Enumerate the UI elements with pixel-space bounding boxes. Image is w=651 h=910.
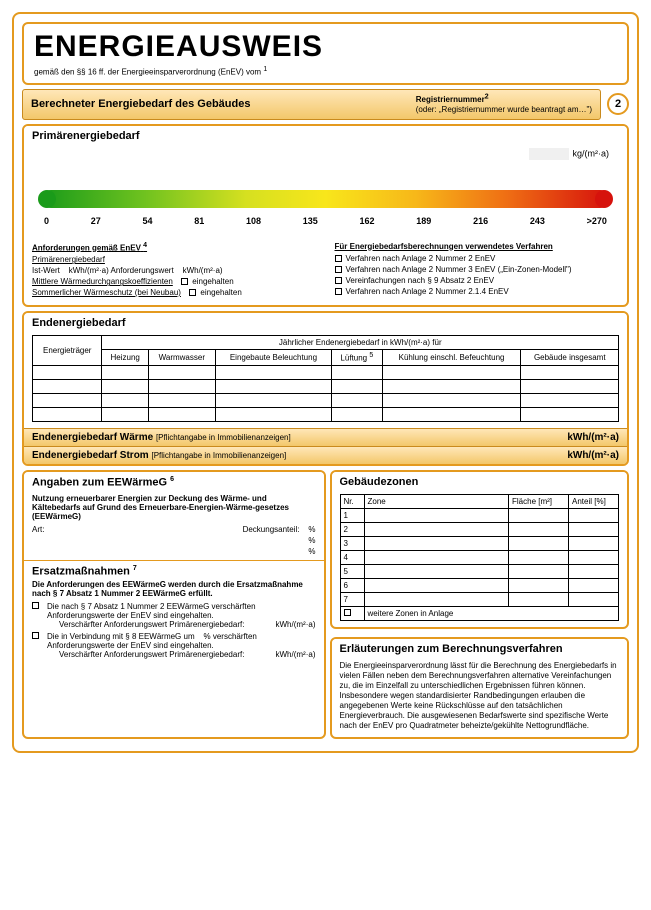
table-row: 4	[340, 550, 619, 564]
ersatz-title: Ersatzmaßnahmen 7	[32, 565, 316, 580]
eewg-intro: Nutzung erneuerbarer Energien zur Deckun…	[32, 494, 316, 521]
header-main: Berechneter Energiebedarf des Gebäudes	[31, 98, 250, 110]
separator	[24, 560, 324, 561]
page-frame: ENERGIEAUSWEIS gemäß den §§ 16 ff. der E…	[12, 12, 639, 753]
col-gesamt: Gebäude insgesamt	[521, 350, 619, 366]
tick: 81	[194, 216, 204, 226]
reg-label: Registriernummer	[416, 95, 485, 104]
col-kuehlung: Kühlung einschl. Befeuchtung	[382, 350, 521, 366]
table-row: 7	[340, 592, 619, 606]
proc-item: Vereinfachungen nach § 9 Absatz 2 EnEV	[335, 276, 620, 285]
table-row	[33, 393, 619, 407]
table-row	[33, 379, 619, 393]
col-warmwasser: Warmwasser	[148, 350, 215, 366]
title-block: ENERGIEAUSWEIS gemäß den §§ 16 ff. der E…	[22, 22, 629, 85]
zones-panel: Gebäudezonen Nr. Zone Fläche [m²] Anteil…	[330, 470, 630, 629]
table-row: 6	[340, 578, 619, 592]
col-energietraeger: Energieträger	[33, 336, 102, 366]
end-panel: Endenergiebedarf Energieträger Jährliche…	[22, 311, 629, 466]
table-row: 1	[340, 508, 619, 522]
reg-sup: 2	[485, 94, 489, 101]
doc-subtitle: gemäß den §§ 16 ff. der Energieeinsparve…	[34, 66, 617, 77]
erl-panel: Erläuterungen zum Berechnungsverfahren D…	[330, 637, 630, 739]
ersatz-intro: Die Anforderungen des EEWärmeG werden du…	[32, 580, 316, 598]
primary-unit: kg/(m²·a)	[573, 148, 610, 158]
tick: 108	[246, 216, 261, 226]
col-span-label: Jährlicher Endenergiebedarf in kWh/(m²·a…	[102, 336, 619, 350]
footnote-1: 1	[263, 66, 267, 73]
proc-item: Verfahren nach Anlage 2 Nummer 2.1.4 EnE…	[335, 287, 620, 296]
table-row: 5	[340, 564, 619, 578]
subtitle-text: gemäß den §§ 16 ff. der Energieeinsparve…	[34, 68, 263, 77]
primary-title: Primärenergiebedarf	[24, 126, 627, 142]
tick: 135	[303, 216, 318, 226]
checkbox-icon	[335, 255, 342, 262]
proc-item: Verfahren nach Anlage 2 Nummer 2 EnEV	[335, 254, 620, 263]
col-heizung: Heizung	[102, 350, 148, 366]
proc-heading: Für Energiebedarfsberechnungen verwendet…	[335, 242, 620, 251]
ersatz-item-1: Die nach § 7 Absatz 1 Nummer 2 EEWärmeG …	[32, 602, 316, 629]
bottom-columns: Angaben zum EEWärmeG 6 Nutzung erneuerba…	[22, 470, 629, 743]
ersatz-item-2: Die in Verbindung mit § 8 EEWärmeG um % …	[32, 632, 316, 659]
table-row: 2	[340, 522, 619, 536]
proc-item: Verfahren nach Anlage 2 Nummer 3 EnEV („…	[335, 265, 620, 274]
table-row	[33, 365, 619, 379]
requirements-grid: Anforderungen gemäß EnEV 4 Primärenergie…	[32, 242, 619, 300]
header-bar: Berechneter Energiebedarf des Gebäudes R…	[22, 89, 601, 120]
tick: 27	[91, 216, 101, 226]
col-beleuchtung: Eingebaute Beleuchtung	[215, 350, 331, 366]
eewg-art-label: Art:	[32, 525, 92, 534]
energy-scale: 0 27 54 81 108 135 162 189 216 243 >270	[42, 190, 609, 226]
primary-panel: Primärenergiebedarf kg/(m²·a) 0 27 54 81 108…	[22, 124, 629, 308]
zones-title: Gebäudezonen	[332, 472, 628, 488]
eewg-deck-label: Deckungsanteil:	[243, 525, 300, 534]
req-primary-label: Primärenergiebedarf	[32, 255, 105, 264]
erl-title: Erläuterungen zum Berechnungsverfahren	[332, 639, 628, 655]
req-heading: Anforderungen gemäß EnEV 4	[32, 242, 317, 253]
table-row	[33, 407, 619, 421]
end-title: Endenergiebedarf	[24, 313, 627, 329]
eewg-title: Angaben zum EEWärmeG 6	[24, 472, 324, 489]
tick: >270	[587, 216, 607, 226]
checkbox-icon	[189, 289, 196, 296]
tick: 189	[416, 216, 431, 226]
tick: 54	[143, 216, 153, 226]
scale-ticks: 0 27 54 81 108 135 162 189 216 243 >270	[42, 216, 609, 226]
checkbox-icon	[335, 266, 342, 273]
tick: 0	[44, 216, 49, 226]
req-umittel: Mittlere Wärmedurchgangskoeffizienten	[32, 277, 173, 286]
reg-note: (oder: „Registriernummer wurde beantragt…	[416, 105, 592, 114]
table-row: weitere Zonen in Anlage	[340, 606, 619, 620]
col-lueftung: Lüftung 5	[332, 350, 383, 366]
registration-block: Registriernummer2 (oder: „Registriernumm…	[416, 94, 592, 115]
eewg-panel: Angaben zum EEWärmeG 6 Nutzung erneuerba…	[22, 470, 326, 739]
primary-unit-row: kg/(m²·a)	[32, 148, 619, 160]
checkbox-icon	[335, 288, 342, 295]
primary-value-box	[529, 148, 569, 160]
end-bar-waerme: Endenergiebedarf Wärme [Pflichtangabe in…	[24, 428, 627, 446]
checkbox-icon	[32, 602, 39, 609]
page-number: 2	[607, 93, 629, 115]
end-table: Energieträger Jährlicher Endenergiebedar…	[32, 335, 619, 422]
scale-gradient	[42, 190, 609, 208]
checkbox-icon	[344, 609, 351, 616]
checkbox-icon	[181, 278, 188, 285]
doc-title: ENERGIEAUSWEIS	[34, 30, 617, 64]
checkbox-icon	[32, 632, 39, 639]
proc-list: Verfahren nach Anlage 2 Nummer 2 EnEV Ver…	[335, 254, 620, 296]
zones-table: Nr. Zone Fläche [m²] Anteil [%] 1234567w…	[340, 494, 620, 621]
table-row: 3	[340, 536, 619, 550]
end-rows	[33, 365, 619, 421]
checkbox-icon	[335, 277, 342, 284]
tick: 216	[473, 216, 488, 226]
req-sommer: Sommerlicher Wärmeschutz (bei Neubau)	[32, 288, 181, 297]
procedures-right: Für Energiebedarfsberechnungen verwendet…	[335, 242, 620, 300]
header-row: Berechneter Energiebedarf des Gebäudes R…	[22, 89, 629, 120]
requirements-left: Anforderungen gemäß EnEV 4 Primärenergie…	[32, 242, 317, 300]
req-istwert-row: Ist-Wert kWh/(m²·a) Anforderungswert kWh…	[32, 266, 317, 275]
erl-text: Die Energieeinsparverordnung lässt für d…	[340, 661, 620, 731]
tick: 162	[360, 216, 375, 226]
end-bar-strom: Endenergiebedarf Strom [Pflichtangabe in…	[24, 446, 627, 464]
tick: 243	[530, 216, 545, 226]
